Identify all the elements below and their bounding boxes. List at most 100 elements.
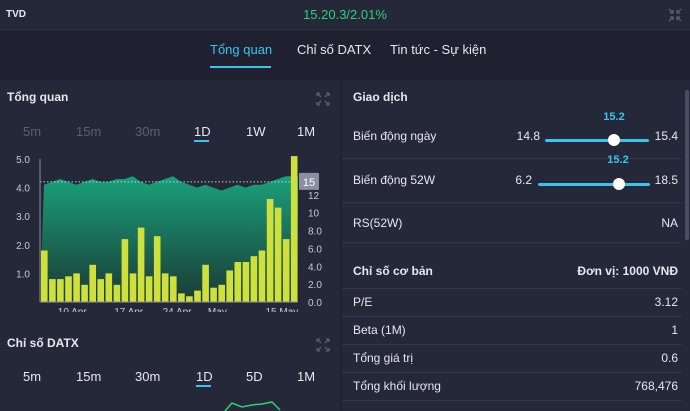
price-area [40,176,298,302]
period-1w[interactable]: 1W [246,124,266,139]
volume-bar [242,262,250,302]
datx-title: Chỉ số DATX [7,336,79,350]
price-change: 15.20.3/2.01% [303,7,387,22]
right-tick-label: 0.0 [308,298,322,309]
volume-bar [81,284,88,302]
ticker-symbol: TVD [6,9,26,20]
left-tick-label: 1.0 [16,269,30,280]
week52-label: Biến động 52W [353,173,436,187]
volume-bar [266,199,274,302]
volume-bar [137,227,145,302]
total-value-value: 0.6 [661,351,678,365]
datx-period-15m[interactable]: 15m [76,369,102,384]
volume-bar [186,296,193,302]
total-volume-label: Tổng khối lượng [353,379,441,393]
volume-bar [73,273,80,302]
right-panel [342,80,690,411]
expand-overview-icon[interactable] [316,92,330,106]
separator [342,202,682,203]
volume-bar [226,270,233,302]
left-tick-label: 4.0 [16,184,30,195]
volume-bar [129,273,137,302]
active-tab-underline [210,66,271,68]
rs52w-value: NA [661,216,678,230]
x-tick-label: 10 Apr [58,307,88,312]
top-bar: TVD 15.20.3/2.01% [0,0,690,30]
x-tick-label: May [208,307,227,312]
separator [342,242,682,243]
right-tick-label: 6.0 [308,244,322,255]
volume-bar [194,290,201,302]
volume-bar [65,276,72,302]
fundamentals-unit: Đơn vị: 1000 VNĐ [577,264,678,278]
volume-bar [49,279,56,302]
day-range-low: 14.8 [516,129,540,143]
pe-label: P/E [353,295,373,309]
day-range-label: Biến động ngày [353,129,437,143]
pe-value: 3.12 [654,295,678,309]
fundamentals-title: Chỉ số cơ bản [353,264,433,278]
week52-track [538,183,650,186]
day-range-high: 15.4 [654,129,678,143]
volume-bar [161,273,169,302]
left-tick-label: 2.0 [16,241,30,252]
period-1d[interactable]: 1D [194,124,211,139]
volume-bar [274,207,282,302]
volume-bar [170,276,177,302]
trading-title: Giao dịch [353,90,408,104]
right-tick-label: 10 [308,209,320,220]
volume-bar [202,264,209,302]
volume-bar [113,284,121,302]
collapse-icon[interactable] [668,8,682,22]
current-price-tag [299,172,319,190]
right-panel-scrollbar[interactable] [685,90,689,240]
datx-period-1m[interactable]: 1M [297,369,316,384]
total-volume-value: 768,476 [634,379,678,393]
datx-mini-chart [224,401,281,411]
volume-bar [97,279,104,302]
beta-value: 1 [671,323,678,337]
x-tick-label: 17 Apr [114,307,144,312]
datx-period-5d[interactable]: 5D [246,369,263,384]
overview-title: Tổng quan [7,90,69,104]
beta-label: Beta (1M) [353,323,406,337]
datx-period-5m[interactable]: 5m [23,369,42,384]
tab-news[interactable]: Tin tức - Sự kiện [390,42,487,57]
right-tick-label: 12 [308,191,320,202]
right-tick-label: 2.0 [308,280,322,291]
datx-period-1d-underline [196,385,211,387]
separator [342,400,682,401]
volume-bar [250,256,258,302]
volume-bar [89,264,96,302]
separator [342,316,682,317]
price-volume-chart: 5.04.03.02.01.01412108.06.04.02.00.010 A… [16,155,322,312]
separator [342,288,682,289]
period-15m[interactable]: 15m [76,124,102,139]
period-30m[interactable]: 30m [135,124,161,139]
datx-period-1d[interactable]: 1D [196,369,213,384]
volume-bar [258,250,266,302]
expand-datx-icon[interactable] [316,338,330,352]
left-tick-label: 3.0 [16,212,30,223]
current-price-label: 15 [303,177,315,189]
volume-bar [218,284,225,302]
total-value-label: Tổng giá trị [353,351,414,365]
volume-bar [145,276,153,302]
volume-bar [178,293,185,302]
right-tick-label: 8.0 [308,227,322,238]
volume-bar [121,239,129,302]
rs52w-label: RS(52W) [353,216,403,230]
main-tabs: Tổng quan Chỉ số DATX Tin tức - Sự kiện [0,30,690,80]
tab-datx[interactable]: Chỉ số DATX [297,42,372,57]
period-1m[interactable]: 1M [297,124,316,139]
week52-low: 6.2 [515,173,532,187]
period-5m[interactable]: 5m [23,124,42,139]
day-range-knob[interactable] [608,134,620,146]
tab-overview[interactable]: Tổng quan [210,42,273,57]
week52-knob[interactable] [613,178,625,190]
separator [342,372,682,373]
left-tick-label: 5.0 [16,155,30,166]
datx-period-30m[interactable]: 30m [135,369,161,384]
volume-bar [210,287,217,302]
volume-bar [234,262,242,302]
